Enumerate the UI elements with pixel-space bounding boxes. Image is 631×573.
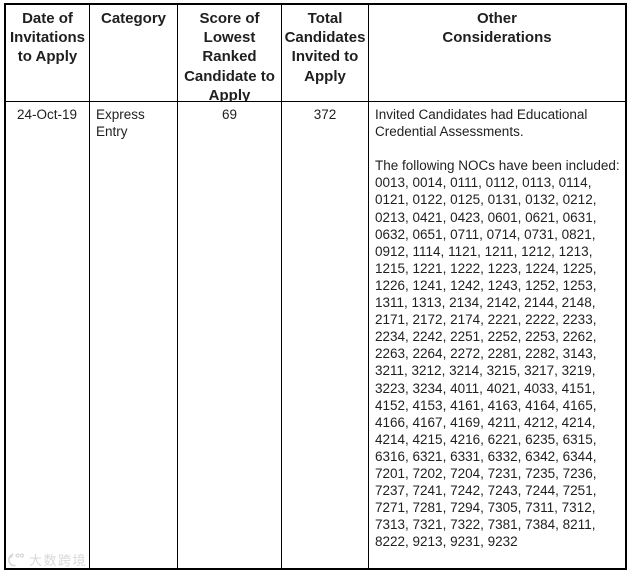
paragraph-line: Credential Assessments. (375, 124, 524, 140)
header-line: Invitations (9, 29, 85, 47)
noc-line: 0121, 0122, 0125, 0131, 0132, 0212, (375, 192, 597, 208)
header-line: Apply (208, 86, 251, 101)
noc-line: 4166, 4167, 4169, 4211, 4212, 4214, (375, 414, 596, 430)
noc-line: 2234, 2242, 2251, 2252, 2253, 2262, (375, 329, 597, 345)
noc-line: 1226, 1241, 1242, 1243, 1252, 1253, (375, 277, 597, 293)
header-line: Total (307, 10, 343, 27)
table-header-row: Date of Invitations to Apply Category Scor… (6, 5, 625, 102)
header-date-of-invitations: Date of Invitations to Apply (6, 5, 90, 101)
noc-line: 7271, 7281, 7294, 7305, 7311, 7312, (375, 500, 596, 516)
paragraph-spacer (375, 140, 621, 157)
paragraph-line: Invited Candidates had Educational (375, 107, 588, 122)
noc-line: 1215, 1221, 1222, 1223, 1224, 1225, (375, 260, 597, 276)
header-line: Considerations (442, 29, 552, 47)
noc-line: 4214, 4215, 4216, 6221, 6235, 6315, (375, 431, 597, 447)
cell-date: 24-Oct-19 (6, 102, 90, 568)
noc-line: 2263, 2264, 2272, 2281, 2282, 3143, (375, 346, 597, 362)
noc-line: 0013, 0014, 0111, 0112, 0113, 0114, (375, 175, 592, 191)
noc-code-list: 0013, 0014, 0111, 0112, 0113, 0114, 0121,… (375, 174, 621, 550)
cell-other-considerations: Invited Candidates had Educational Creden… (369, 102, 625, 568)
noc-line: 2171, 2172, 2174, 2221, 2222, 2233, (375, 312, 597, 328)
noc-line: 0912, 1114, 1121, 1211, 1212, 1213, (375, 243, 593, 259)
noc-line: 4152, 4153, 4161, 4163, 4164, 4165, (375, 397, 597, 413)
header-line: Category (100, 10, 167, 27)
noc-line: 8222, 9213, 9231, 9232 (375, 534, 518, 550)
cell-score: 69 (178, 102, 282, 568)
noc-line: 0632, 0651, 0711, 0714, 0731, 0821, (375, 226, 596, 242)
header-line: Ranked (202, 48, 257, 66)
header-line: Apply (304, 67, 346, 85)
invitations-table: Date of Invitations to Apply Category Scor… (4, 3, 627, 570)
noc-line: 7237, 7241, 7242, 7243, 7244, 7251, (375, 483, 597, 499)
noc-line: 1311, 1313, 2134, 2142, 2144, 2148, (375, 295, 596, 311)
cell-total-invited: 372 (282, 102, 369, 568)
header-line: Candidate to (184, 67, 275, 85)
table-row: 24-Oct-19 Express Entry 69 372 Invited Ca… (6, 102, 625, 568)
header-total-candidates: Total Candidates Invited to Apply (282, 5, 369, 101)
total-invited-value: 372 (313, 107, 337, 122)
header-line: Score of (199, 10, 260, 27)
header-other-considerations: Other Considerations (369, 5, 625, 101)
noc-line: 0213, 0421, 0423, 0601, 0621, 0631, (375, 209, 597, 225)
noc-line: 3211, 3212, 3214, 3215, 3217, 3219, (375, 363, 596, 379)
date-value: 24-Oct-19 (17, 107, 78, 122)
score-value: 69 (221, 107, 238, 122)
category-line: Express (96, 107, 145, 122)
header-line: Lowest (203, 29, 256, 47)
cell-category: Express Entry (90, 102, 178, 568)
header-line: to Apply (17, 48, 78, 66)
header-category: Category (90, 5, 178, 101)
eca-paragraph: Invited Candidates had Educational Creden… (375, 106, 621, 140)
header-score-lowest-ranked: Score of Lowest Ranked Candidate to Apply (178, 5, 282, 101)
category-line: Entry (96, 124, 128, 140)
noc-intro-line: The following NOCs have been included: (375, 158, 620, 174)
header-line: Date of (22, 10, 73, 27)
header-line: Other (476, 10, 517, 27)
header-line: Candidates (284, 29, 366, 47)
noc-line: 6316, 6321, 6331, 6332, 6342, 6344, (375, 448, 597, 464)
noc-line: 3223, 3234, 4011, 4021, 4033, 4151, (375, 380, 596, 396)
noc-line: 7313, 7321, 7322, 7381, 7384, 8211, (375, 517, 596, 533)
header-line: Invited to (291, 48, 359, 66)
noc-line: 7201, 7202, 7204, 7231, 7235, 7236, (375, 465, 597, 481)
